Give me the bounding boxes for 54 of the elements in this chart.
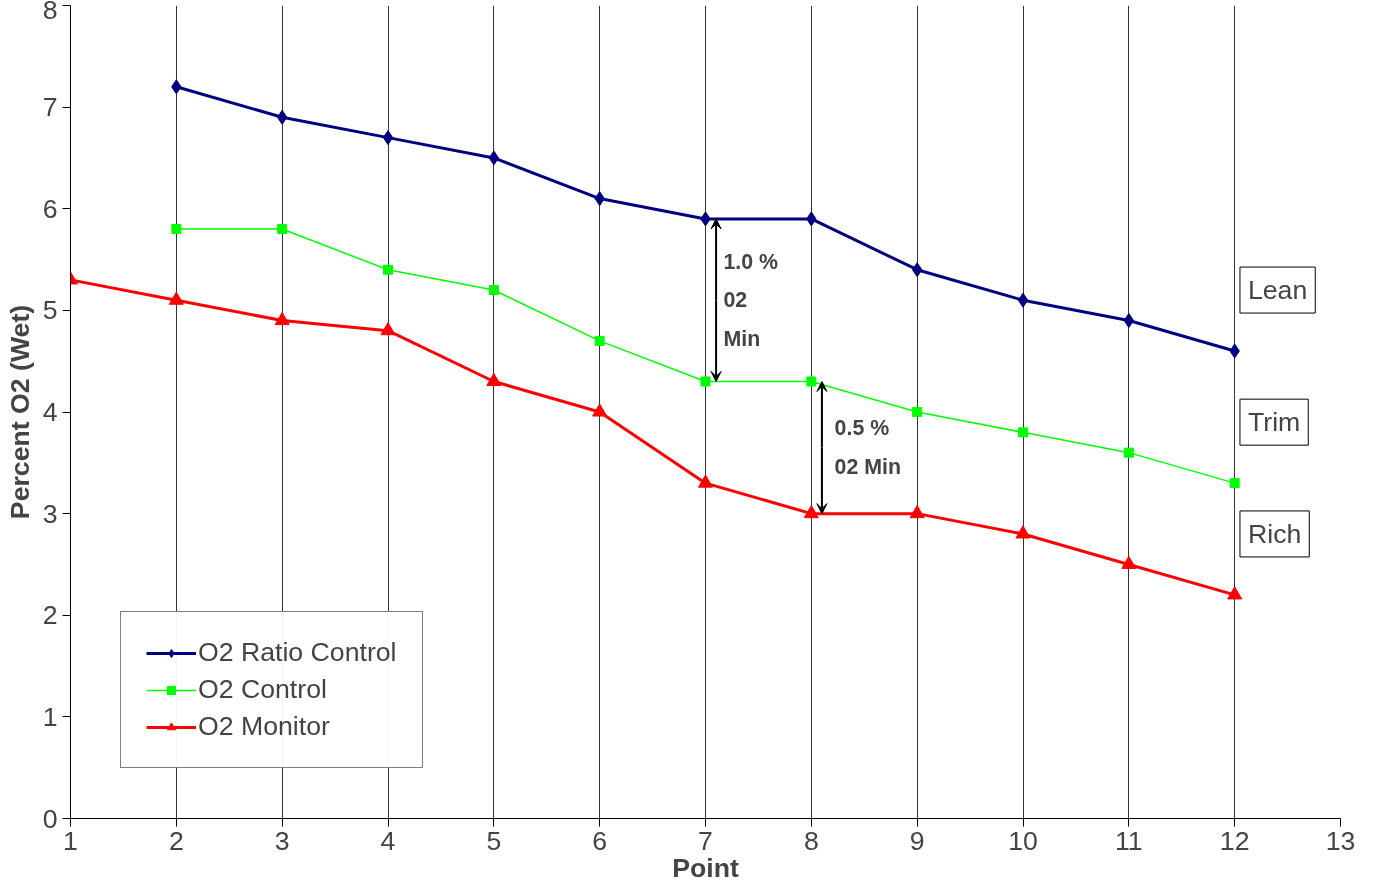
annotation: Rich — [1247, 518, 1302, 549]
y-tick-label: 5 — [42, 295, 58, 326]
point — [909, 505, 925, 519]
annotation: 1.0 % 02 Min — [723, 249, 779, 351]
x-tick-label: 8 — [803, 825, 819, 856]
y-tick-label: 1 — [42, 701, 58, 732]
point — [1121, 555, 1137, 569]
point — [592, 403, 608, 417]
x-tick-label: 5 — [486, 825, 502, 856]
point — [383, 264, 393, 275]
annotation: 0.5 % 02 Min — [834, 416, 901, 479]
point — [171, 224, 182, 235]
annotation: Trim — [1247, 407, 1301, 438]
x-tick-label: 12 — [1219, 825, 1250, 856]
point — [803, 505, 819, 519]
point — [1229, 478, 1240, 489]
point — [1017, 292, 1029, 308]
x-tick-label: 13 — [1325, 825, 1356, 856]
point — [698, 474, 713, 488]
legend-label: O2 Monitor — [198, 711, 330, 742]
x-tick-label: 9 — [909, 825, 925, 856]
y-tick-label: 8 — [42, 0, 58, 25]
point — [274, 311, 290, 326]
point — [486, 372, 502, 387]
point — [1123, 447, 1134, 458]
point — [380, 322, 396, 336]
point — [700, 376, 711, 387]
y-tick-label: 4 — [42, 397, 58, 427]
x-tick-label: 6 — [592, 825, 608, 856]
legend-label: O2 Control — [198, 674, 327, 705]
point — [488, 285, 499, 296]
y-tick-label: 0 — [42, 803, 58, 834]
x-tick-label: 4 — [380, 825, 396, 856]
x-tick-label: 11 — [1115, 825, 1143, 856]
point — [1018, 427, 1028, 438]
y-tick-label: 2 — [42, 600, 58, 631]
y-tick-label: 6 — [42, 193, 58, 224]
point — [1015, 525, 1031, 539]
x-tick-label: 1 — [63, 825, 78, 856]
x-tick-label: 10 — [1008, 825, 1038, 856]
point — [277, 224, 288, 235]
point — [594, 335, 605, 346]
point — [1227, 586, 1243, 600]
y-tick-label: 3 — [42, 498, 58, 529]
point — [168, 291, 184, 305]
point — [806, 376, 817, 387]
x-tick-label: 3 — [274, 825, 290, 856]
x-tick-label: 2 — [168, 825, 184, 856]
y-axis-title: Percent O2 (Wet) — [4, 304, 35, 520]
point — [912, 407, 923, 417]
annotation: Lean — [1247, 275, 1308, 306]
legend-label: O2 Ratio Control — [198, 637, 397, 668]
point — [382, 130, 394, 146]
y-tick-label: 7 — [42, 92, 58, 123]
